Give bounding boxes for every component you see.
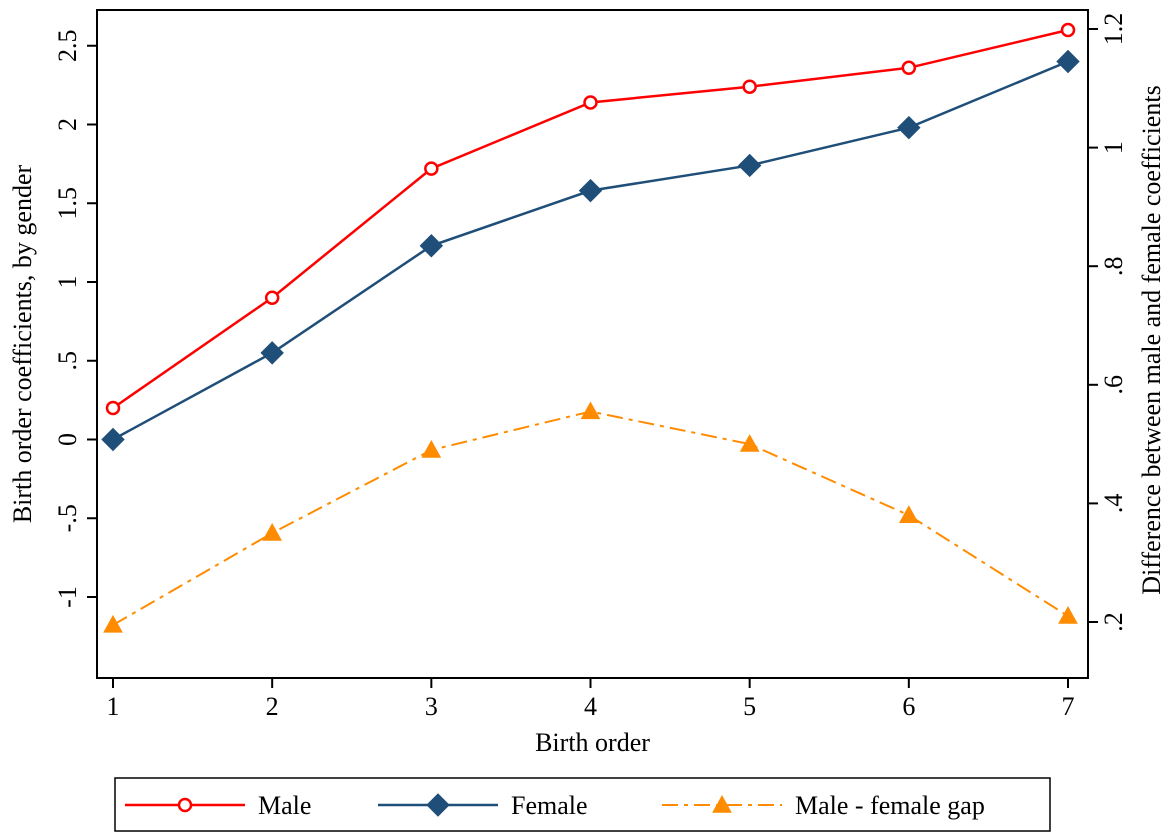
female-data-point (101, 427, 125, 452)
y2-tick-label: .4 (1099, 494, 1128, 514)
y-tick-label: 1.5 (53, 187, 82, 220)
x-tick-label: 5 (743, 692, 756, 721)
male-female-gap-data-point (262, 523, 283, 541)
y2-tick-label: 1 (1099, 141, 1128, 154)
legend-box (114, 777, 1051, 832)
male-data-point (1060, 22, 1076, 38)
female-data-point (260, 341, 284, 365)
x-tick-label: 7 (1062, 692, 1075, 721)
y-tick-label: -.5 (53, 504, 82, 532)
male-female-gap-data-point (739, 434, 760, 452)
legend-marker-female (426, 793, 450, 817)
male-female-gap-data-point (421, 440, 442, 458)
x-tick-label: 4 (584, 692, 597, 721)
legend-marker-male (177, 797, 193, 813)
legend-marker-male-female-gap (712, 794, 732, 813)
male-data-point (264, 290, 280, 305)
y2-tick-label: .6 (1099, 375, 1128, 395)
plot-frame (96, 9, 1089, 679)
x-tick-label: 3 (425, 692, 438, 721)
male-female-gap-series-line (112, 410, 1069, 626)
x-tick-label: 6 (902, 692, 915, 721)
y-tick-label: 0 (53, 433, 82, 446)
y2-axis-title: Difference between male and female coeff… (1137, 85, 1166, 594)
x-tick-label: 1 (107, 692, 120, 721)
y-tick-label: .5 (53, 351, 82, 371)
male-female-gap-data-point (580, 401, 601, 420)
y-axis-title: Birth order coefficients, by gender (8, 164, 37, 523)
male-female-gap-data-point (1058, 606, 1078, 624)
y-tick-label: 2 (53, 118, 82, 131)
y2-tick-label: .8 (1099, 256, 1128, 276)
male-female-gap-data-point (103, 614, 123, 633)
female-data-point (578, 178, 603, 203)
y-tick-label: 2.5 (53, 30, 82, 63)
female-data-point (737, 153, 762, 178)
y-tick-label: 1 (53, 276, 82, 289)
y2-tick-label: .2 (1099, 612, 1128, 632)
male-data-point (583, 95, 598, 110)
legend-label-male: Male (258, 791, 311, 820)
x-axis-title: Birth order (535, 728, 650, 757)
x-tick-label: 2 (266, 692, 279, 721)
legend-label-female: Female (511, 791, 588, 820)
y-tick-label: -1 (53, 586, 82, 608)
female-data-point (897, 115, 921, 140)
male-data-point (901, 60, 917, 76)
legend-label-male-female-gap: Male - female gap (795, 791, 985, 820)
male-data-point (742, 79, 757, 94)
female-series-line (112, 60, 1069, 441)
male-data-point (105, 400, 121, 416)
male-female-gap-data-point (898, 505, 919, 523)
male-series-line (112, 28, 1069, 410)
female-data-point (1056, 49, 1080, 74)
male-data-point (424, 161, 439, 176)
female-data-point (419, 234, 444, 258)
y2-tick-label: 1.2 (1099, 13, 1128, 46)
